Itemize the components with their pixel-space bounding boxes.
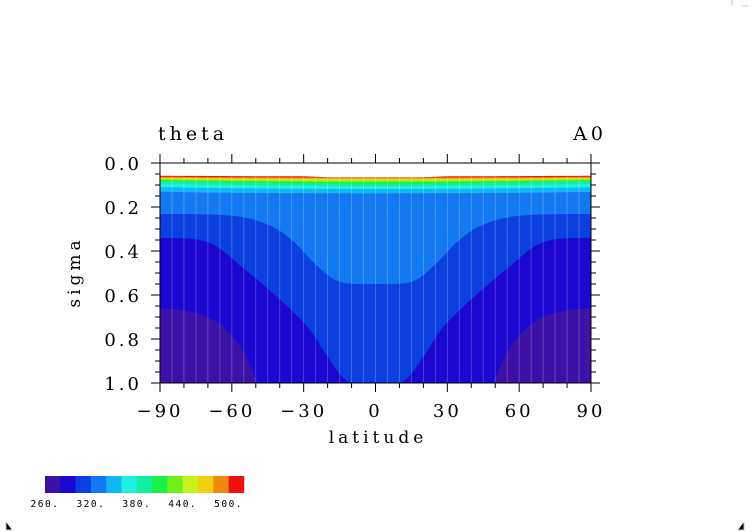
chart-title-right: A0	[572, 123, 607, 145]
y-tick-label: 1.0	[104, 374, 142, 395]
contour-empty-top	[160, 163, 591, 178]
y-tick-label: 0.0	[104, 154, 142, 175]
y-tick-label: 0.8	[104, 330, 142, 351]
colorbar-swatch	[152, 476, 168, 493]
colorbar-swatch	[228, 476, 245, 493]
colorbar-swatch	[198, 476, 214, 493]
colorbar-swatch	[60, 476, 76, 493]
y-tick-label: 0.2	[104, 198, 142, 219]
colorbar-swatch	[213, 476, 229, 493]
y-axis-ticks: 0.0 0.2 0.4 0.6 0.8 1.0	[104, 154, 600, 395]
y-axis-label: sigma	[65, 236, 85, 307]
y-tick-label: 0.4	[104, 242, 142, 263]
contour-band-260-280-3	[160, 308, 256, 383]
x-axis-label: latitude	[329, 428, 428, 448]
colorbar-label: 380.	[122, 499, 151, 510]
colorbar-label: 440.	[168, 499, 197, 510]
x-tick-label: −30	[280, 401, 327, 422]
corner-mark-top-right	[731, 0, 748, 7]
chart-title: theta	[158, 123, 228, 145]
colorbar-label: 260.	[31, 499, 60, 510]
contour-band-280-300-1	[160, 237, 591, 383]
x-tick-label: 0	[368, 401, 382, 422]
colorbar-swatch	[106, 476, 122, 493]
corner-mark-bottom-left	[5, 522, 12, 531]
corner-marks	[5, 0, 748, 531]
x-tick-label: −60	[208, 401, 255, 422]
colorbar-label: 500.	[214, 499, 243, 510]
x-tick-label: 60	[505, 401, 534, 422]
colorbar-swatch	[182, 476, 199, 493]
x-tick-label: 30	[433, 401, 462, 422]
meridian-grid	[160, 163, 591, 383]
colorbar-swatch	[136, 476, 153, 493]
colorbar-label: 320.	[76, 499, 105, 510]
x-axis-ticks: −90 −60 −30 0 30 60 90	[137, 154, 606, 422]
contour-band-260-280-2	[495, 308, 591, 383]
x-tick-label: −90	[137, 401, 184, 422]
y-tick-label: 0.6	[104, 286, 142, 307]
colorbar-swatch	[167, 476, 183, 493]
corner-mark-bottom-right	[738, 522, 745, 531]
colorbar-swatch	[121, 476, 138, 493]
colorbar-swatch	[90, 476, 107, 493]
x-tick-label: 90	[577, 401, 606, 422]
contour-fill-layer	[160, 163, 591, 383]
colorbar-swatch	[75, 476, 92, 493]
colorbar: 260. 320. 380. 440. 500.	[31, 476, 245, 510]
colorbar-swatch	[45, 476, 61, 493]
